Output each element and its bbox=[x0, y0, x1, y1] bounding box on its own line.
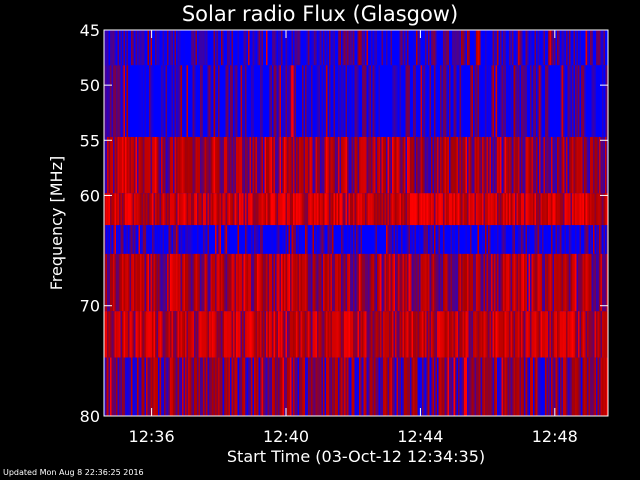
frequency-band-3 bbox=[104, 193, 609, 226]
y-axis-label: Frequency [MHz] bbox=[47, 156, 66, 290]
frequency-band-5 bbox=[104, 253, 609, 312]
x-tick-label: 12:44 bbox=[397, 427, 443, 446]
plot-frame bbox=[103, 29, 609, 417]
burst-0 bbox=[291, 65, 294, 137]
y-tick-label: 60 bbox=[80, 186, 100, 205]
x-axis: 12:36 12:40 12:44 12:48 bbox=[129, 30, 578, 446]
y-axis: 45 50 55 60 70 80 bbox=[80, 21, 608, 426]
x-tick-label: 12:36 bbox=[129, 427, 175, 446]
page-title: Solar radio Flux (Glasgow) bbox=[181, 2, 459, 26]
frequency-band-0 bbox=[104, 30, 609, 66]
frequency-band-7 bbox=[104, 357, 609, 416]
frequency-band-4 bbox=[104, 225, 609, 254]
x-tick-label: 12:48 bbox=[532, 427, 578, 446]
frequency-band-6 bbox=[104, 311, 609, 358]
y-tick-label: 80 bbox=[80, 407, 100, 426]
updated-timestamp: Updated Mon Aug 8 22:36:25 2016 bbox=[3, 468, 144, 477]
x-tick-label: 12:40 bbox=[263, 427, 309, 446]
frequency-band-1 bbox=[104, 65, 609, 137]
frequency-band-2 bbox=[104, 136, 609, 194]
y-tick-label: 55 bbox=[80, 131, 100, 150]
y-tick-label: 50 bbox=[80, 76, 100, 95]
y-tick-label: 45 bbox=[80, 21, 100, 40]
plot-area bbox=[104, 30, 609, 416]
y-tick-label: 70 bbox=[80, 297, 100, 316]
x-axis-label: Start Time (03-Oct-12 12:34:35) bbox=[227, 447, 485, 466]
